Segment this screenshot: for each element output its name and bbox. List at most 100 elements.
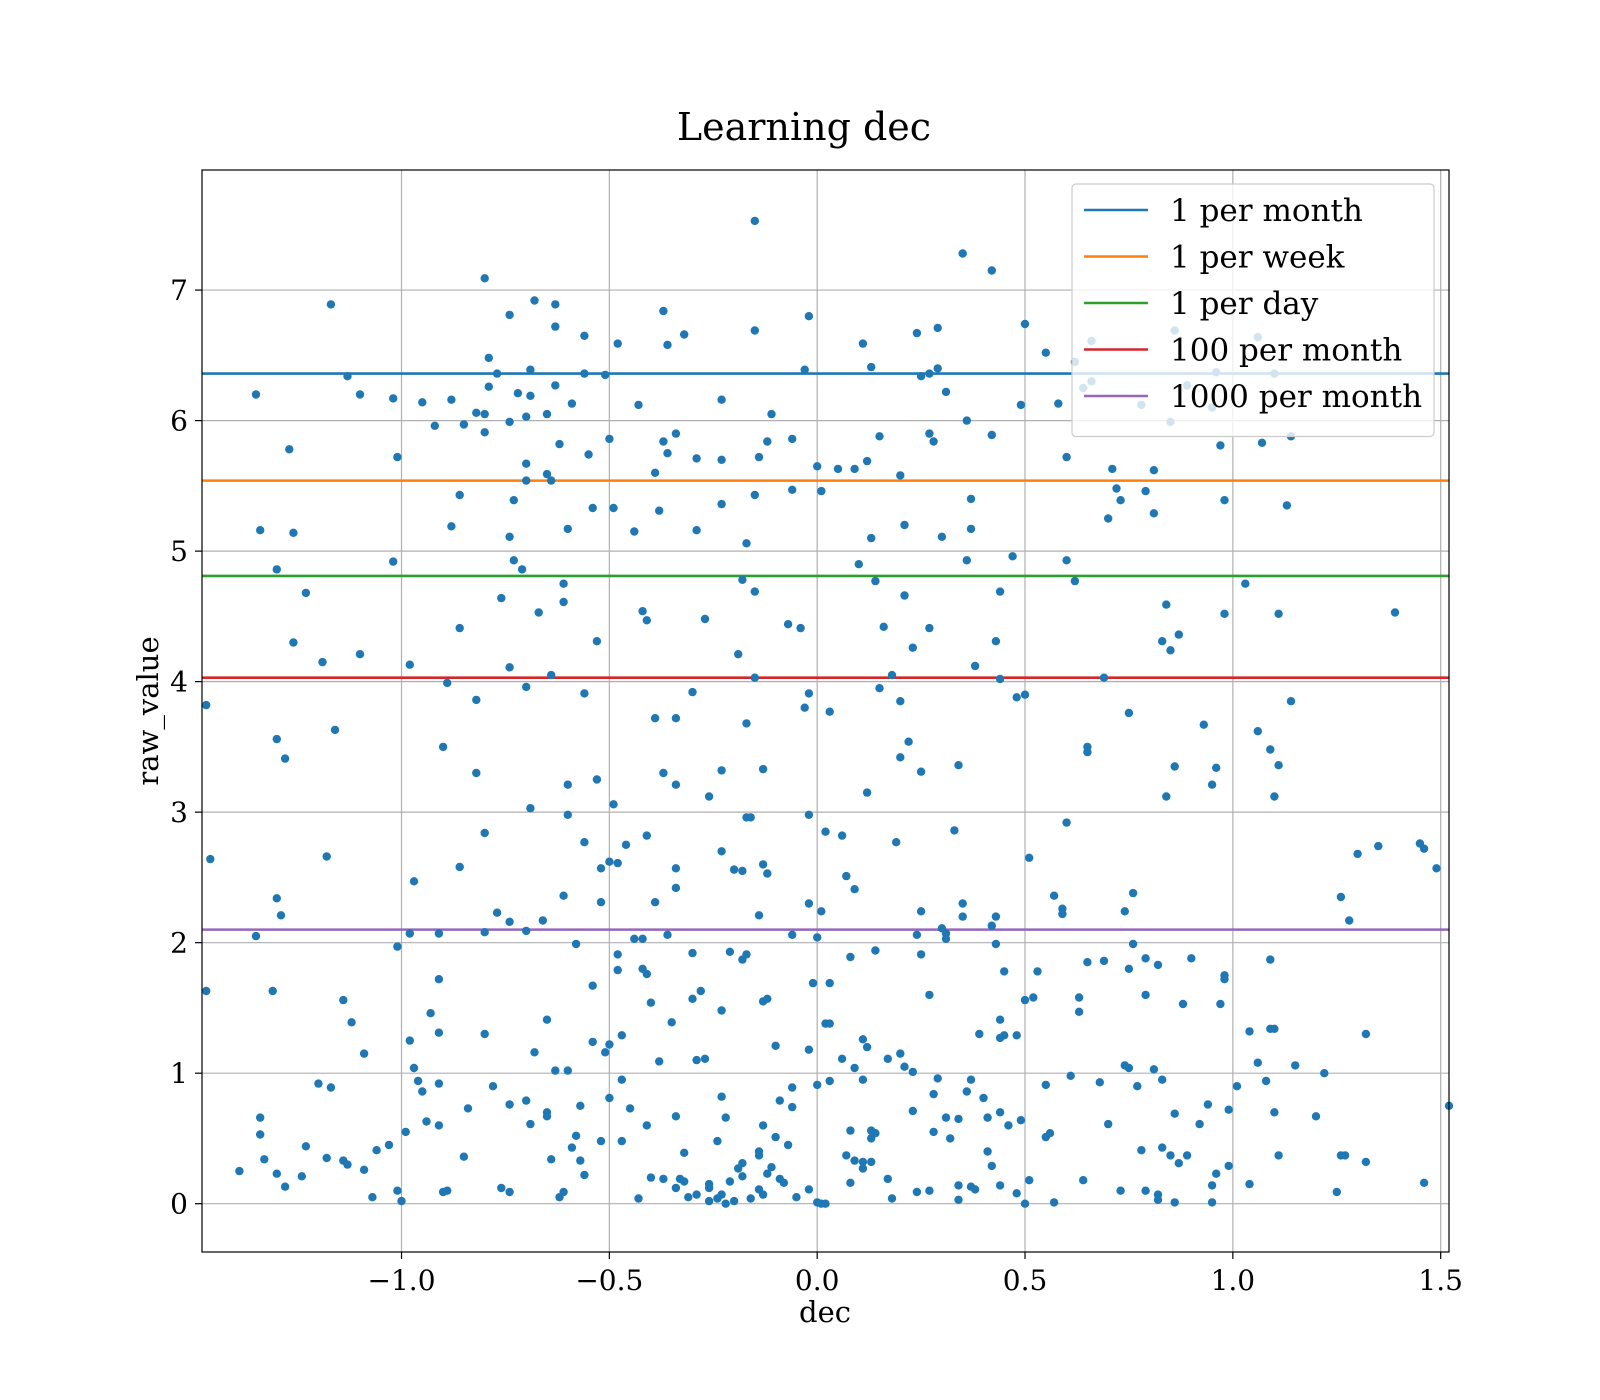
data-point: [605, 1093, 614, 1103]
data-point: [542, 1015, 552, 1024]
data-point: [758, 1121, 768, 1130]
data-point: [1241, 579, 1250, 588]
data-point: [1320, 1069, 1329, 1078]
data-point: [1361, 1029, 1371, 1039]
data-point: [650, 898, 660, 907]
data-point: [1274, 609, 1283, 618]
data-point: [887, 670, 897, 680]
x-tick-label: −1.0: [368, 1264, 436, 1297]
data-point: [925, 1186, 934, 1195]
data-point: [1170, 1198, 1179, 1207]
data-point: [725, 947, 735, 956]
data-point: [1149, 509, 1159, 518]
data-point: [455, 862, 464, 872]
data-point: [995, 674, 1005, 684]
data-point: [1104, 1119, 1113, 1129]
data-point: [605, 1040, 614, 1049]
data-point: [912, 930, 922, 939]
data-point: [1332, 1187, 1342, 1197]
data-point: [1004, 1121, 1013, 1130]
data-point: [846, 1178, 855, 1188]
data-point: [646, 1173, 656, 1182]
data-point: [804, 810, 814, 819]
data-point: [767, 1163, 776, 1172]
data-point: [251, 390, 261, 399]
data-point: [472, 408, 481, 417]
data-point: [413, 1076, 423, 1086]
data-point: [405, 660, 414, 669]
data-point: [522, 459, 531, 468]
data-point: [966, 494, 976, 504]
data-point: [1166, 1151, 1175, 1160]
data-point: [729, 1196, 739, 1206]
data-point: [867, 533, 876, 543]
data-point: [1012, 1031, 1021, 1040]
data-point: [825, 1076, 834, 1086]
data-point: [933, 1074, 942, 1083]
data-point: [522, 1096, 531, 1105]
data-point: [871, 576, 880, 586]
data-point: [596, 864, 606, 873]
data-point: [680, 330, 689, 339]
data-point: [634, 1194, 643, 1203]
data-point: [958, 912, 967, 921]
data-point: [1120, 1061, 1130, 1070]
data-point: [1000, 967, 1009, 976]
data-point: [355, 390, 365, 399]
data-point: [1207, 780, 1217, 789]
data-point: [788, 434, 797, 444]
data-point: [1124, 708, 1134, 718]
data-point: [1158, 637, 1167, 646]
data-point: [580, 689, 589, 698]
data-point: [472, 695, 481, 705]
data-point: [1419, 844, 1429, 853]
data-point: [742, 813, 751, 822]
data-point: [1158, 1075, 1167, 1084]
data-point: [522, 412, 531, 421]
data-point: [542, 469, 552, 479]
data-point: [883, 1054, 892, 1064]
data-point: [580, 369, 589, 378]
data-point: [667, 1018, 676, 1027]
data-point: [1033, 967, 1042, 976]
data-point: [563, 1066, 572, 1075]
data-point: [738, 575, 747, 584]
data-point: [576, 1156, 585, 1165]
data-point: [995, 1033, 1005, 1043]
data-point: [1361, 1157, 1371, 1167]
data-point: [1099, 673, 1109, 682]
data-point: [1432, 864, 1441, 873]
data-point: [692, 1055, 701, 1065]
data-point: [742, 539, 751, 548]
data-point: [663, 930, 672, 939]
data-point: [659, 1174, 668, 1184]
data-point: [804, 312, 814, 321]
data-point: [1149, 1065, 1159, 1074]
data-point: [605, 857, 614, 866]
x-tick-label: 1.0: [1211, 1264, 1256, 1297]
data-point: [867, 1134, 876, 1143]
data-point: [1108, 464, 1117, 474]
data-point: [684, 1193, 693, 1202]
data-point: [663, 449, 672, 458]
data-point: [1336, 892, 1346, 902]
legend: 1 per month 1 per week 1 per day 100 per mo…: [1071, 183, 1435, 438]
data-point: [418, 398, 427, 407]
data-point: [1353, 849, 1362, 859]
data-point: [650, 468, 660, 477]
data-point: [617, 1075, 626, 1084]
data-point: [821, 1199, 830, 1208]
data-point: [1174, 1159, 1184, 1168]
data-point: [750, 326, 759, 335]
data-point: [343, 1160, 352, 1169]
data-point: [343, 372, 352, 381]
data-point: [630, 934, 639, 943]
data-point: [526, 1119, 535, 1129]
data-point: [767, 409, 776, 419]
y-tick-label: 1: [170, 1057, 188, 1090]
data-point: [272, 734, 281, 744]
data-point: [813, 933, 822, 942]
data-point: [983, 1113, 992, 1122]
data-point: [1203, 1100, 1213, 1109]
data-point: [272, 1169, 281, 1178]
